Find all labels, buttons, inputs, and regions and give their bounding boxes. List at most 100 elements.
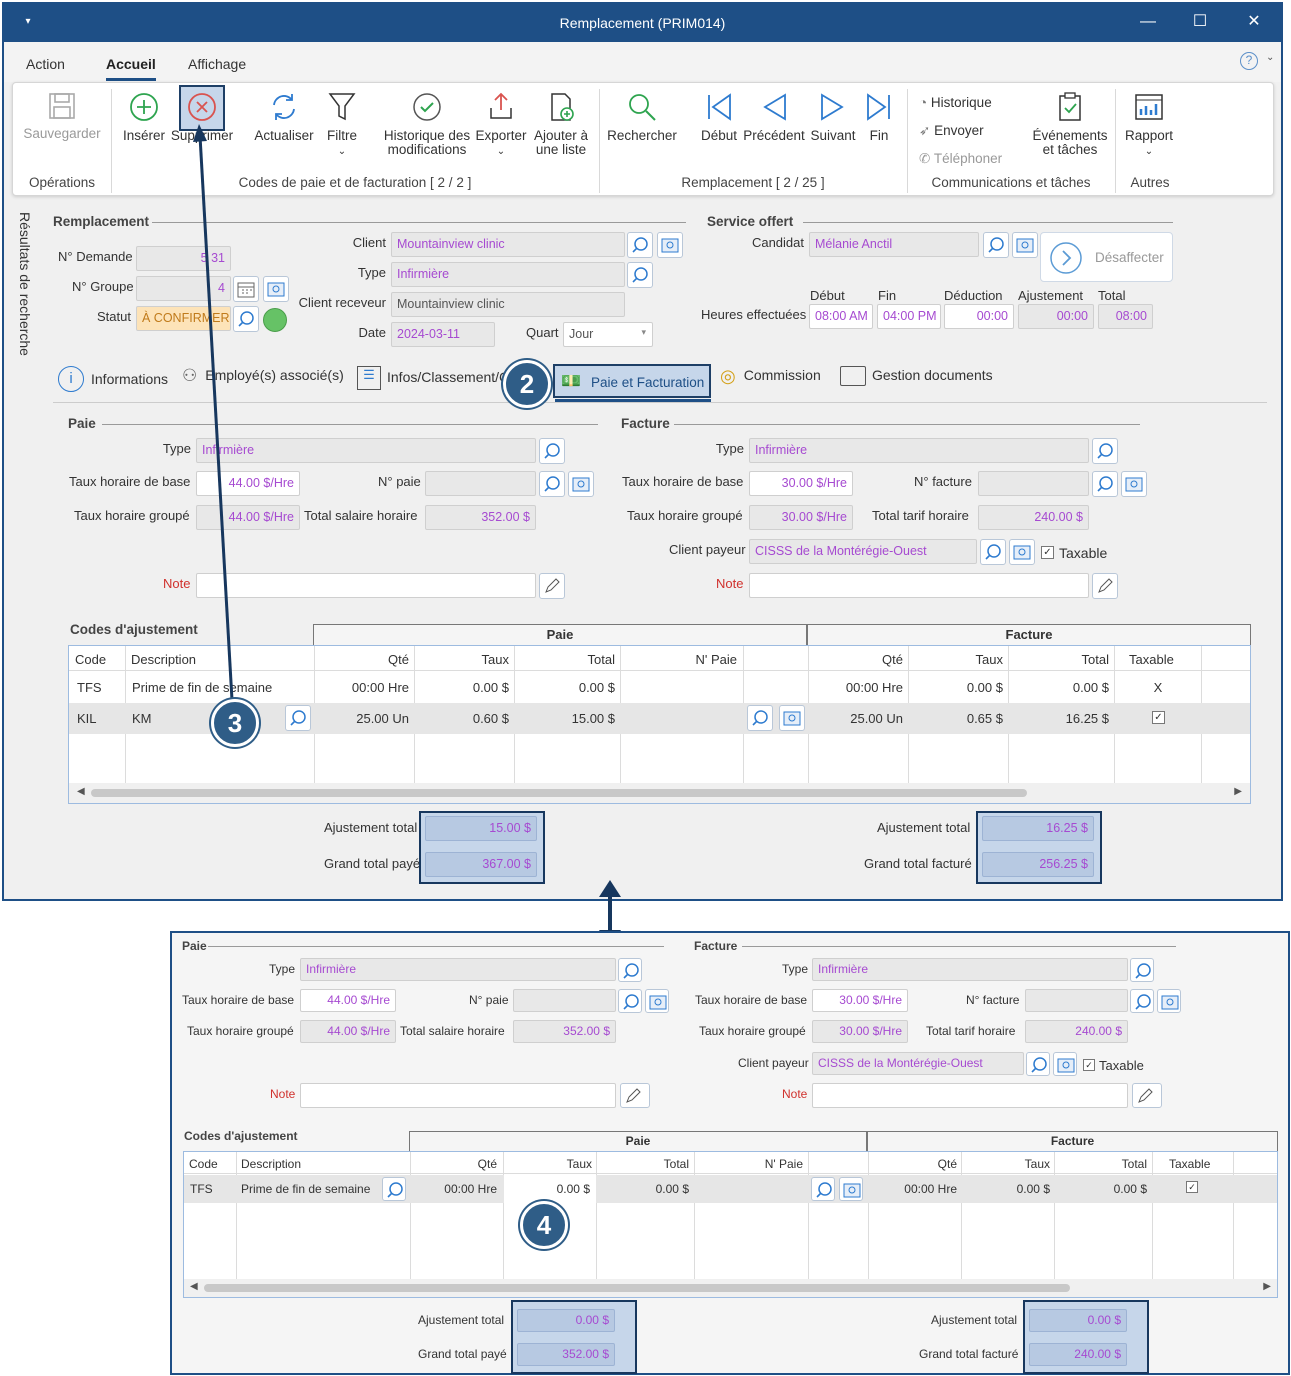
panel-col-facture-taux[interactable]: Taux bbox=[1024, 1157, 1050, 1171]
client-payeur-search-icon[interactable] bbox=[980, 539, 1006, 565]
tab-informations[interactable]: i Informations bbox=[58, 366, 168, 392]
tab-infos-classement[interactable]: ☰ Infos/Classement/C bbox=[357, 366, 509, 390]
tab-commission[interactable]: ◎ Commission bbox=[720, 366, 821, 386]
horizontal-scrollbar[interactable]: ◀ ▶ bbox=[69, 783, 1250, 803]
col-qte[interactable]: Qté bbox=[388, 652, 409, 667]
fin-field[interactable]: 04:00 PM bbox=[877, 304, 941, 329]
row-taxable-checkbox[interactable]: ✓ bbox=[1152, 711, 1165, 724]
next-button[interactable]: Suivant bbox=[807, 91, 859, 143]
panel-client-payeur-details-icon[interactable] bbox=[1053, 1052, 1077, 1076]
chevron-down-icon[interactable]: ⌄ bbox=[1266, 52, 1275, 63]
date-field[interactable]: 2024-03-11 bbox=[391, 322, 495, 347]
envoyer-button[interactable]: ➶ Envoyer bbox=[919, 123, 984, 138]
search-results-panel[interactable]: Résultats de recherche bbox=[8, 208, 42, 373]
panel-row-paie-details-icon[interactable] bbox=[839, 1177, 863, 1201]
historique-button[interactable]: ◔ Historique bbox=[919, 95, 992, 110]
panel-row-search-icon[interactable] bbox=[382, 1177, 406, 1201]
help-icon[interactable]: ? bbox=[1240, 52, 1258, 70]
paie-note-edit-icon[interactable] bbox=[539, 573, 565, 599]
candidat-search-icon[interactable] bbox=[983, 232, 1009, 258]
adjustment-grid[interactable]: Code Description Qté Taux Total N' Paie … bbox=[68, 645, 1251, 804]
panel-no-facture-details-icon[interactable] bbox=[1157, 989, 1181, 1013]
report-button[interactable]: Rapport ⌄ bbox=[1119, 91, 1179, 159]
col-facture-qte[interactable]: Qté bbox=[882, 652, 903, 667]
panel-paie-type-search-icon[interactable] bbox=[618, 958, 642, 982]
client-payeur-details-icon[interactable] bbox=[1009, 539, 1035, 565]
refresh-button[interactable]: Actualiser bbox=[251, 91, 317, 143]
no-facture-search-icon[interactable] bbox=[1092, 471, 1118, 497]
panel-paie-note-edit-icon[interactable] bbox=[620, 1083, 650, 1108]
panel-col-total[interactable]: Total bbox=[663, 1157, 689, 1171]
table-row[interactable]: KIL KM 25.00 Un 0.60 $ 15.00 $ 25.00 Un … bbox=[69, 703, 1250, 734]
row-search-icon[interactable] bbox=[285, 705, 311, 731]
filter-button[interactable]: Filtre ⌄ bbox=[319, 91, 365, 159]
panel-col-facture-qte[interactable]: Qté bbox=[937, 1157, 957, 1171]
panel-col-description[interactable]: Description bbox=[241, 1157, 302, 1171]
col-taux[interactable]: Taux bbox=[481, 652, 509, 667]
taxable-checkbox[interactable]: ✓ bbox=[1041, 546, 1054, 559]
desaffecter-button[interactable]: Désaffecter bbox=[1040, 232, 1173, 282]
search-button[interactable]: Rechercher bbox=[605, 91, 679, 143]
panel-col-qte[interactable]: Qté bbox=[477, 1157, 497, 1171]
add-to-list-button[interactable]: Ajouter à une liste bbox=[529, 91, 593, 157]
tab-employes[interactable]: ⚇ Employé(s) associé(s) bbox=[182, 366, 344, 385]
col-no-paie[interactable]: N' Paie bbox=[695, 652, 737, 667]
paie-type-search-icon[interactable] bbox=[539, 438, 565, 464]
panel-facture-note-field[interactable] bbox=[812, 1083, 1128, 1108]
no-facture-details-icon[interactable] bbox=[1121, 471, 1147, 497]
last-button[interactable]: Fin bbox=[861, 91, 897, 143]
paie-taux-base-field[interactable]: 44.00 $/Hre bbox=[196, 471, 300, 496]
first-button[interactable]: Début bbox=[697, 91, 741, 143]
panel-no-facture-search-icon[interactable] bbox=[1130, 989, 1154, 1013]
facture-taux-base-field[interactable]: 30.00 $/Hre bbox=[749, 471, 853, 496]
panel-row-paie-search-icon[interactable] bbox=[811, 1177, 835, 1201]
row-paie-search-icon[interactable] bbox=[747, 705, 773, 731]
client-details-icon[interactable] bbox=[657, 232, 683, 258]
calendar-icon[interactable] bbox=[233, 276, 259, 302]
quart-select[interactable]: Jour ▾ bbox=[563, 322, 653, 347]
col-description[interactable]: Description bbox=[131, 652, 197, 667]
events-tasks-button[interactable]: Événements et tâches bbox=[1027, 91, 1113, 157]
close-button[interactable]: ✕ bbox=[1247, 13, 1261, 30]
no-paie-search-icon[interactable] bbox=[539, 471, 565, 497]
facture-note-field[interactable] bbox=[749, 573, 1089, 598]
col-total[interactable]: Total bbox=[587, 652, 615, 667]
panel-facture-note-edit-icon[interactable] bbox=[1132, 1083, 1162, 1108]
type-search-icon[interactable] bbox=[627, 262, 653, 288]
paie-note-field[interactable] bbox=[196, 573, 536, 598]
table-row[interactable]: TFS Prime de fin de semaine 00:00 Hre 0.… bbox=[184, 1175, 1277, 1203]
previous-button[interactable]: Précédent bbox=[741, 91, 807, 143]
tab-gestion-documents[interactable]: Gestion documents bbox=[840, 366, 993, 386]
panel-horizontal-scrollbar[interactable]: ◀ ▶ bbox=[184, 1279, 1277, 1297]
export-button[interactable]: Exporter ⌄ bbox=[475, 91, 527, 159]
details-icon[interactable] bbox=[263, 276, 289, 302]
panel-no-paie-details-icon[interactable] bbox=[645, 989, 669, 1013]
minimize-button[interactable]: — bbox=[1140, 13, 1156, 30]
telephone-button[interactable]: ✆ Téléphoner bbox=[919, 151, 1003, 166]
panel-col-taxable[interactable]: Taxable bbox=[1169, 1157, 1211, 1171]
facture-note-edit-icon[interactable] bbox=[1092, 573, 1118, 599]
maximize-button[interactable]: ☐ bbox=[1192, 13, 1208, 30]
row-paie-details-icon[interactable] bbox=[779, 705, 805, 731]
panel-row-taxable-checkbox[interactable]: ✓ bbox=[1186, 1181, 1198, 1193]
col-code[interactable]: Code bbox=[75, 652, 107, 667]
insert-button[interactable]: Insérer bbox=[119, 91, 169, 143]
panel-client-payeur-search-icon[interactable] bbox=[1026, 1052, 1050, 1076]
system-menu-icon[interactable]: ▾ bbox=[25, 16, 31, 27]
menu-accueil[interactable]: Accueil bbox=[106, 56, 156, 81]
debut-field[interactable]: 08:00 AM bbox=[809, 304, 873, 329]
facture-type-search-icon[interactable] bbox=[1092, 438, 1118, 464]
client-search-icon[interactable] bbox=[627, 232, 653, 258]
panel-col-taux[interactable]: Taux bbox=[566, 1157, 592, 1171]
panel-no-paie-search-icon[interactable] bbox=[618, 989, 642, 1013]
table-row[interactable]: TFS Prime de fin de semaine 00:00 Hre 0.… bbox=[77, 680, 1163, 695]
panel-taxable-checkbox[interactable]: ✓ bbox=[1083, 1059, 1095, 1071]
no-paie-details-icon[interactable] bbox=[568, 471, 594, 497]
panel-paie-taux-base-field[interactable]: 44.00 $/Hre bbox=[300, 989, 396, 1012]
menu-affichage[interactable]: Affichage bbox=[188, 56, 247, 72]
col-taxable[interactable]: Taxable bbox=[1129, 652, 1174, 667]
candidat-details-icon[interactable] bbox=[1012, 232, 1038, 258]
panel-col-code[interactable]: Code bbox=[189, 1157, 218, 1171]
col-facture-total[interactable]: Total bbox=[1081, 652, 1109, 667]
deduction-field[interactable]: 00:00 bbox=[944, 304, 1014, 329]
